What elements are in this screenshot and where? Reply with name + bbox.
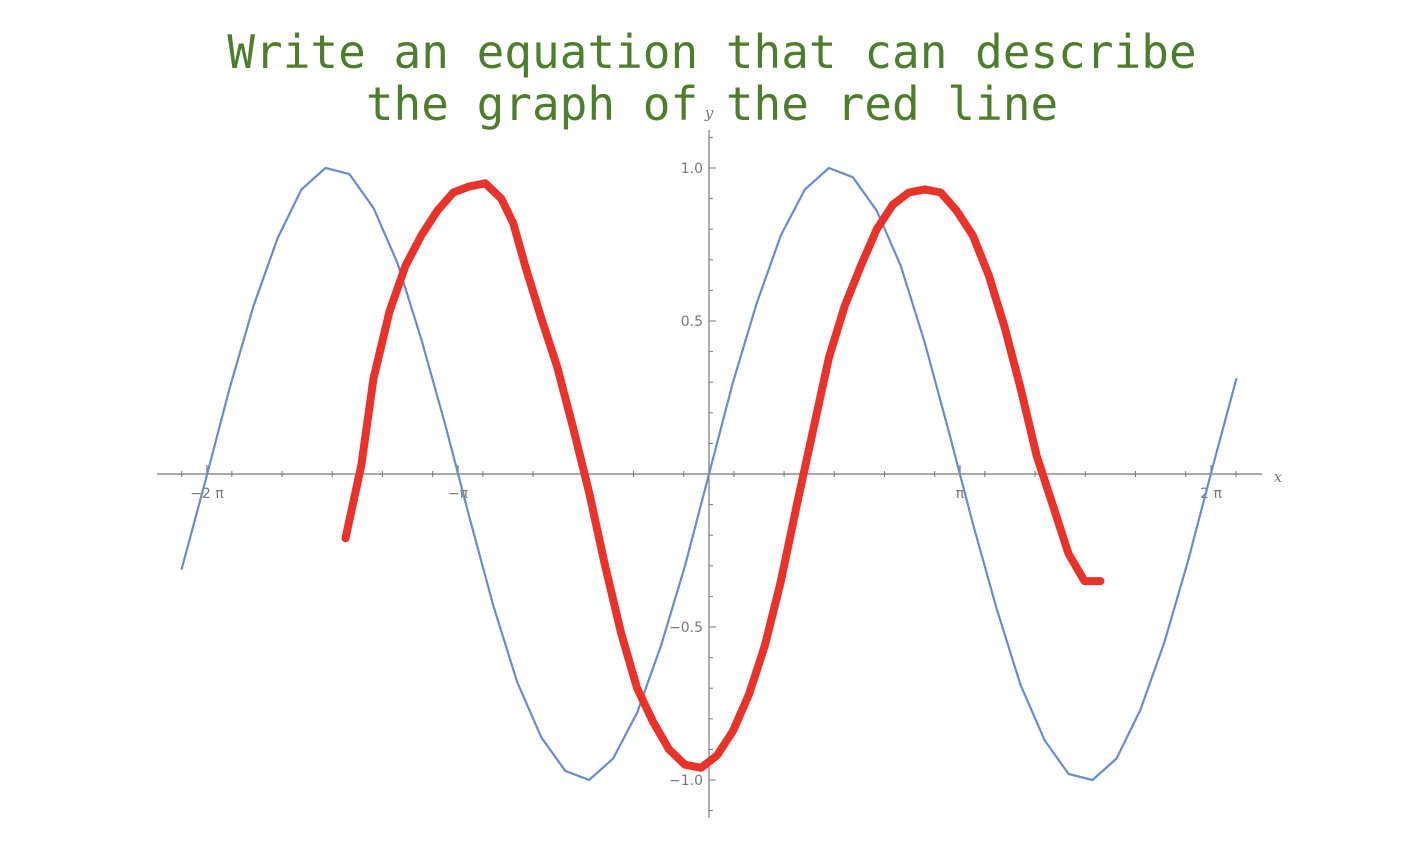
red-hand-drawn-line [341, 179, 1105, 772]
x-tick-label: −2 π [190, 486, 224, 502]
title-line-2: the graph of the red line [365, 77, 1059, 131]
y-tick-label: −1.0 [669, 773, 703, 789]
title-line-1: Write an equation that can describe [227, 25, 1197, 79]
y-axis-label: y [704, 104, 714, 122]
y-tick-label: −0.5 [669, 620, 703, 636]
y-tick-label: 0.5 [681, 314, 703, 330]
chart-title: Write an equation that can describe the … [0, 26, 1424, 130]
blue-sine-line [180, 166, 1238, 782]
x-axis-label: x [1274, 468, 1283, 486]
x-tick-label: π [956, 486, 965, 502]
series-layer [180, 166, 1238, 782]
y-tick-label: 1.0 [681, 161, 703, 177]
axes: −2 π −π π 2 π1.00.5−0.5−1.0xy [157, 104, 1283, 818]
